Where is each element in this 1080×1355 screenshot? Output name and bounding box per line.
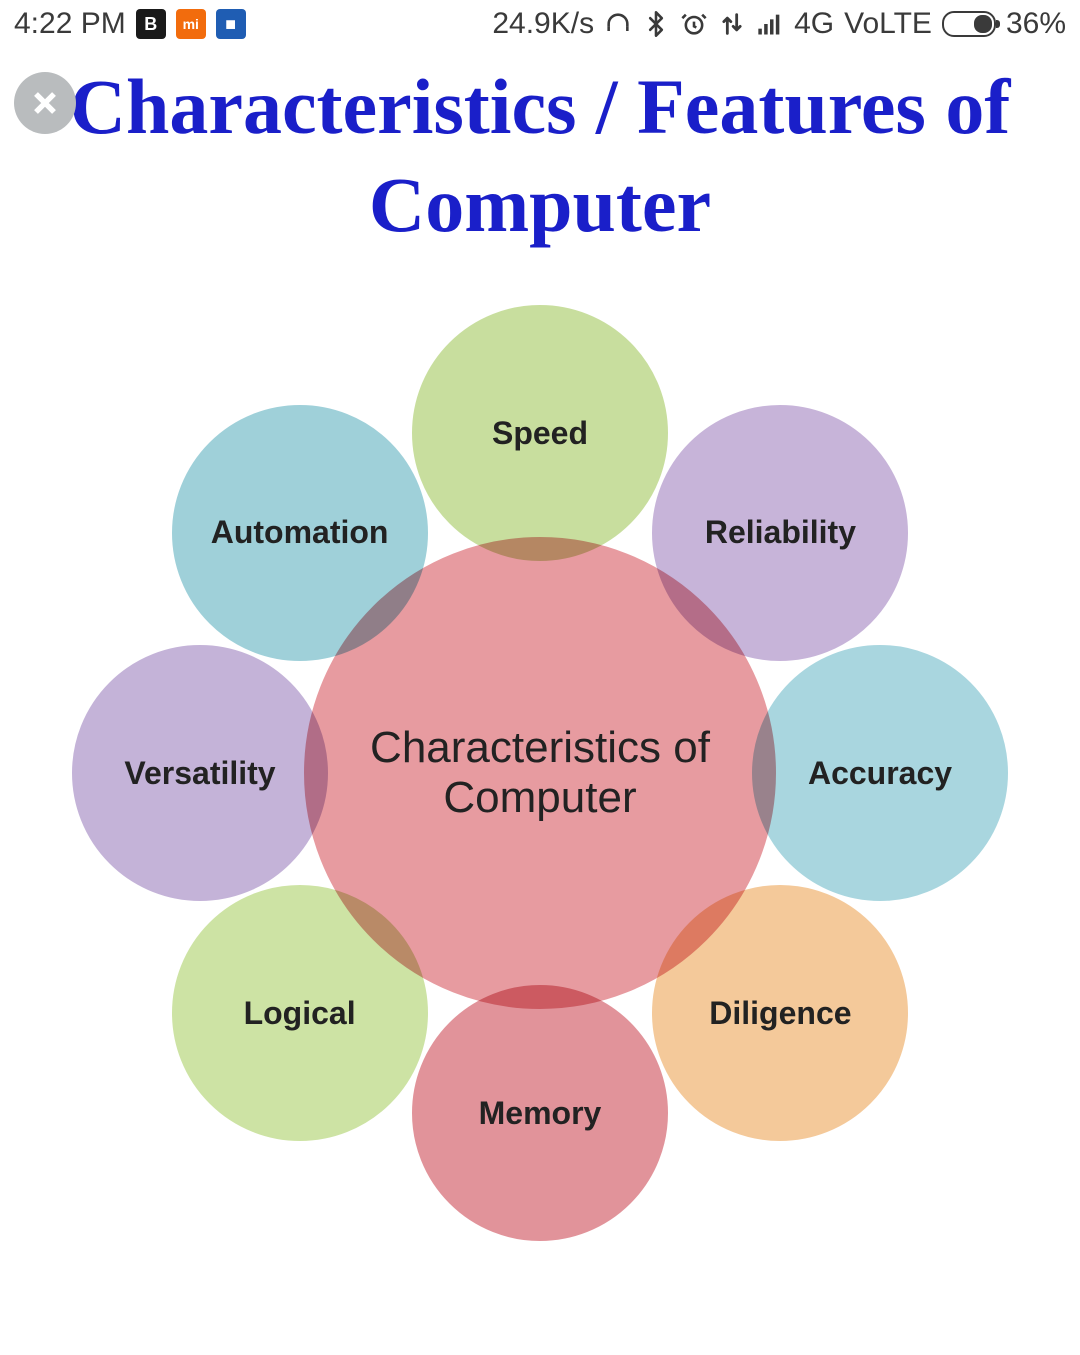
data-transfer-icon [718,10,746,38]
outer-node: Diligence [649,882,911,1144]
battery-percent: 36% [1006,7,1066,41]
outer-node-label: Automation [211,514,389,551]
signal-icon [756,10,784,38]
outer-node: Speed [409,302,671,564]
outer-node: Logical [169,882,431,1144]
outer-node-label: Speed [492,415,588,452]
bluetooth-icon [642,10,670,38]
status-right: 24.9K/s 4G VoLTE [492,7,1066,41]
battery-fill [974,15,992,33]
page-title: Characteristics / Features of Computer [0,58,1080,253]
data-speed: 24.9K/s [492,7,594,41]
outer-node-label: Memory [479,1095,602,1132]
network-type: 4G [794,7,834,41]
outer-node: Accuracy [749,642,1011,904]
battery-icon [942,11,996,37]
outer-node-label: Diligence [709,995,851,1032]
close-button[interactable] [14,72,76,134]
status-time: 4:22 PM [14,7,126,41]
alarm-icon [680,10,708,38]
outer-node-label: Logical [244,995,356,1032]
status-bar: 4:22 PM B mi ■ 24.9K/s [0,0,1080,48]
outer-node-label: Accuracy [808,755,952,792]
outer-node: Automation [169,402,431,664]
outer-node-label: Versatility [124,755,275,792]
volte-label: VoLTE [844,7,932,41]
status-left: 4:22 PM B mi ■ [14,7,246,41]
outer-node: Versatility [69,642,331,904]
center-node-label: Characteristics of Computer [304,723,776,823]
outer-node: Memory [409,982,671,1244]
headphones-icon [604,10,632,38]
app-icon-mi: mi [176,9,206,39]
outer-node-label: Reliability [705,514,856,551]
outer-node: Reliability [649,402,911,664]
app-icon-square: ■ [216,9,246,39]
characteristics-diagram: Characteristics of Computer Speed Reliabil… [60,283,1020,1263]
app-icon-b: B [136,9,166,39]
